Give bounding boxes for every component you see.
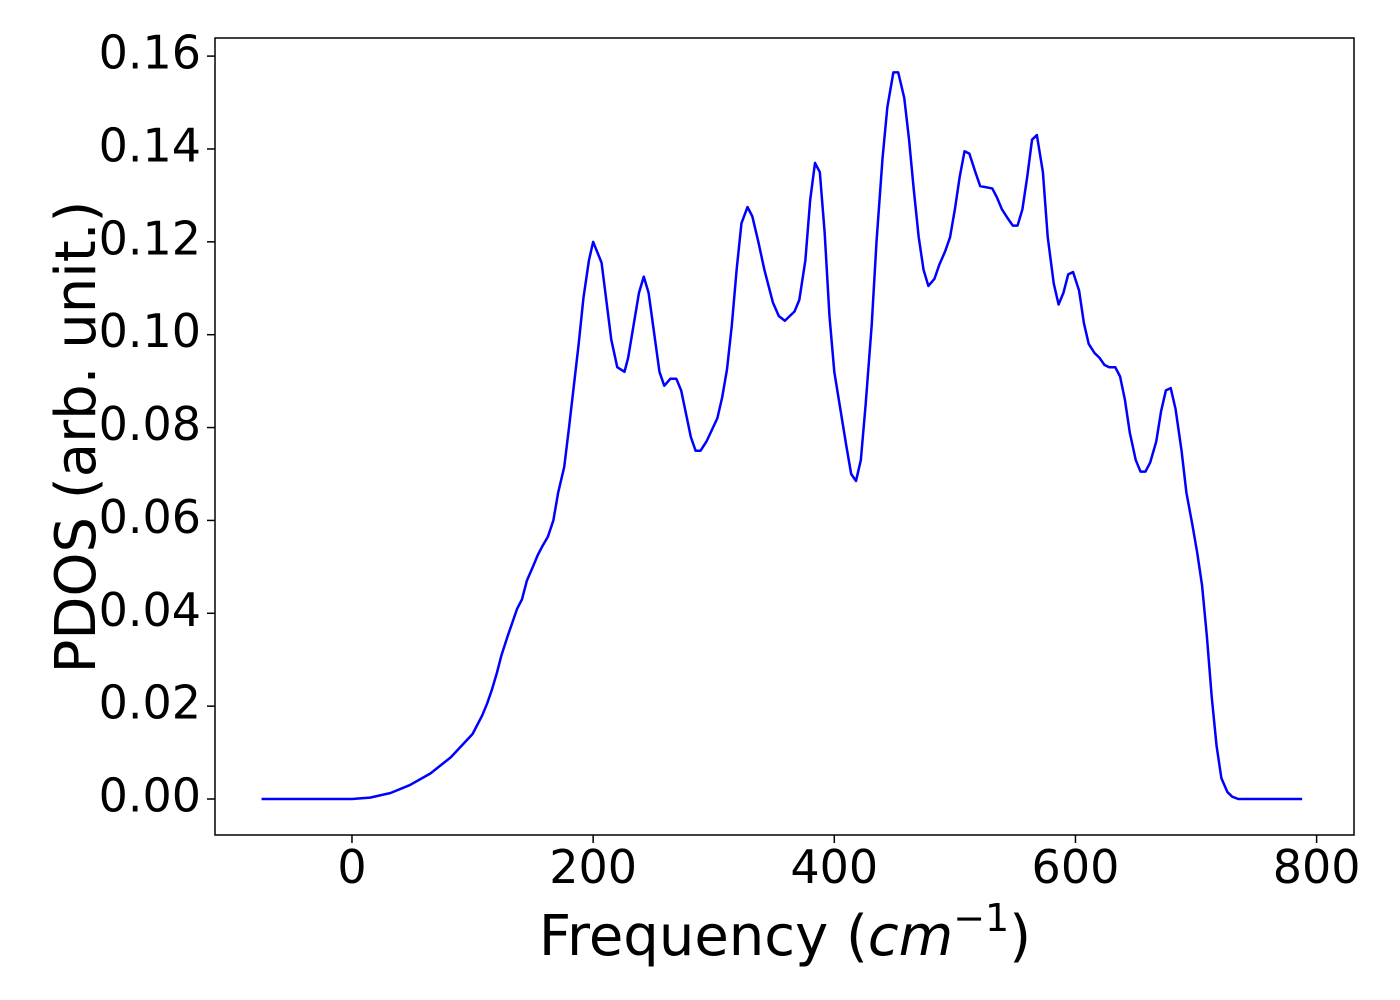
- y-tick-label: 0.12: [99, 211, 201, 265]
- y-tick-label: 0.00: [99, 769, 201, 823]
- y-tick-label: 0.04: [99, 583, 201, 637]
- x-axis-label: Frequency (cm−1): [539, 896, 1031, 969]
- pdos-line: [261, 71, 1303, 801]
- x-label-text: Frequency (: [539, 904, 868, 969]
- x-tick-label: 0: [337, 840, 366, 894]
- x-tick-label: 400: [790, 840, 878, 894]
- y-axis-label: PDOS (arb. unit.): [44, 201, 109, 674]
- y-tick-label: 0.08: [99, 397, 201, 451]
- x-tick-label: 200: [549, 840, 637, 894]
- x-label-superscript: −1: [953, 896, 1009, 940]
- y-tick-label: 0.02: [99, 676, 201, 730]
- x-label-math: cm: [868, 904, 953, 969]
- x-label-close: ): [1009, 904, 1031, 969]
- y-tick-label: 0.10: [99, 304, 201, 358]
- x-tick-label: 800: [1273, 840, 1361, 894]
- y-tick-label: 0.16: [99, 26, 201, 80]
- plot-frame: [214, 37, 1355, 836]
- y-tick-label: 0.06: [99, 490, 201, 544]
- y-tick-label: 0.14: [99, 118, 201, 172]
- x-tick-label: 600: [1032, 840, 1120, 894]
